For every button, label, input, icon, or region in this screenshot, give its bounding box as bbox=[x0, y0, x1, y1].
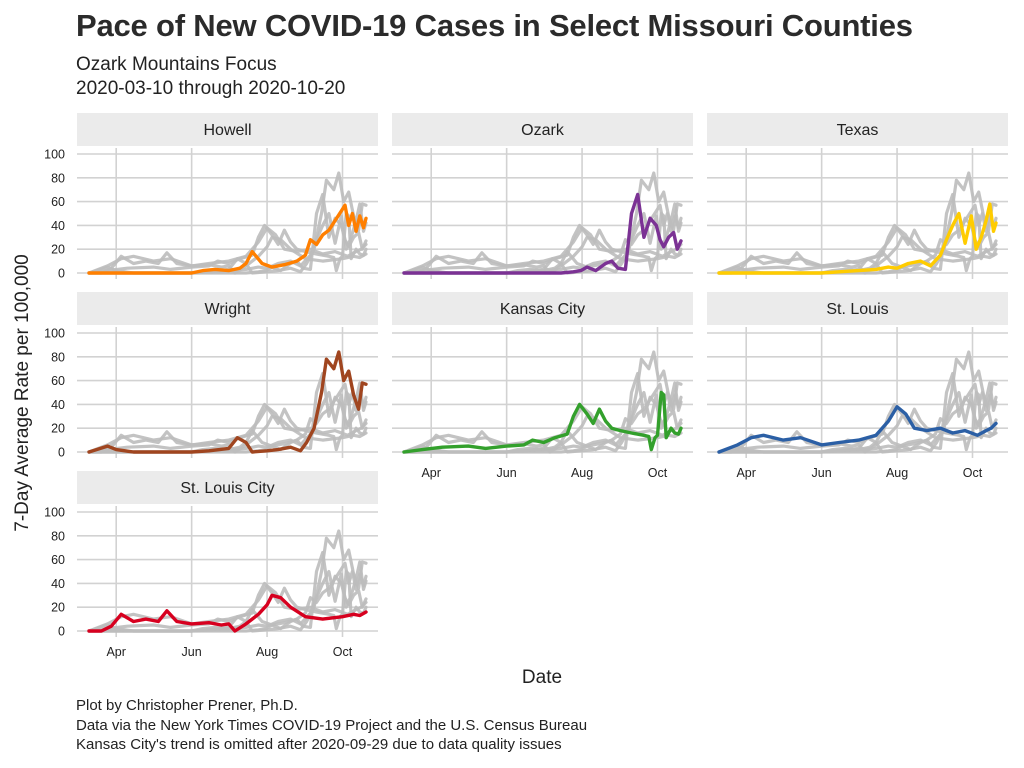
background-line-st-louis bbox=[402, 226, 683, 275]
panel-ozark: Ozark bbox=[392, 113, 693, 279]
panel-wright: Wright 0 20 40 60 80 100 bbox=[44, 292, 378, 460]
caption-note: Kansas City's trend is omitted after 202… bbox=[76, 736, 562, 753]
y-tick-label: 80 bbox=[51, 350, 65, 364]
background-line-howell bbox=[717, 382, 998, 454]
series-line-howell bbox=[87, 203, 368, 275]
background-line-st-louis bbox=[717, 226, 998, 275]
series-line-ozark bbox=[402, 192, 683, 275]
background-line-st-louis bbox=[87, 226, 368, 275]
facet-strip bbox=[707, 113, 1008, 146]
facet-strip bbox=[707, 292, 1008, 325]
background-line-howell bbox=[87, 561, 368, 633]
x-tick-label: Jun bbox=[497, 466, 517, 480]
background-line-st-louis bbox=[87, 584, 368, 633]
y-tick-label: 100 bbox=[44, 506, 65, 520]
facet-strip-label: Kansas City bbox=[500, 301, 585, 318]
facet-strip-label: St. Louis City bbox=[180, 480, 274, 497]
x-tick-label: Oct bbox=[333, 645, 353, 659]
series-line-st-louis bbox=[717, 405, 998, 454]
y-tick-label: 60 bbox=[51, 553, 65, 567]
y-tick-label: 100 bbox=[44, 148, 65, 162]
series-line-texas bbox=[717, 202, 998, 275]
x-tick-label: Aug bbox=[256, 645, 278, 659]
panel-st-louis: St. Louis Apr Jun Aug Oct bbox=[707, 292, 1008, 480]
x-tick-label: Aug bbox=[886, 466, 908, 480]
facet-strip-label: Texas bbox=[837, 122, 879, 139]
panel-howell: Howell 0 20 40 60 80 100 bbox=[44, 113, 378, 281]
background-line-st-louis-city bbox=[87, 414, 368, 454]
background-line-st-louis bbox=[87, 405, 368, 454]
facet-strip bbox=[77, 471, 378, 504]
y-tick-label: 40 bbox=[51, 577, 65, 591]
series-line-wright bbox=[87, 350, 368, 454]
x-tick-label: Apr bbox=[421, 466, 440, 480]
facet-strip-label: Howell bbox=[203, 122, 251, 139]
background-line-wright bbox=[402, 350, 683, 454]
x-tick-label: Jun bbox=[812, 466, 832, 480]
facet-strip-label: St. Louis bbox=[826, 301, 888, 318]
background-line-howell bbox=[87, 382, 368, 454]
background-line-wright bbox=[717, 350, 998, 454]
facet-strip bbox=[77, 113, 378, 146]
x-tick-label: Apr bbox=[736, 466, 755, 480]
chart-subtitle-line-1: Ozark Mountains Focus bbox=[76, 54, 277, 75]
panel-st-louis-city: St. Louis City 0 20 40 60 80 100 Apr Jun Aug Oct bbox=[44, 471, 378, 659]
chart-subtitle-line-2: 2020-03-10 through 2020-10-20 bbox=[76, 78, 346, 99]
faceted-line-chart: 7-Day Average Rate per 100,000 Date Howe… bbox=[12, 113, 1008, 688]
x-axis-title: Date bbox=[522, 667, 562, 688]
background-line-st-louis-city bbox=[402, 235, 683, 275]
facet-strip bbox=[392, 113, 693, 146]
y-tick-label: 0 bbox=[58, 625, 65, 639]
background-line-st-louis-city bbox=[402, 414, 683, 454]
background-line-wright bbox=[87, 529, 368, 633]
y-tick-label: 20 bbox=[51, 243, 65, 257]
x-tick-label: Oct bbox=[963, 466, 983, 480]
series-line-st-louis-city bbox=[87, 593, 368, 633]
y-tick-label: 100 bbox=[44, 327, 65, 341]
y-tick-label: 40 bbox=[51, 219, 65, 233]
facet-strip-label: Ozark bbox=[521, 122, 565, 139]
caption-author: Plot by Christopher Prener, Ph.D. bbox=[76, 697, 298, 714]
caption-source: Data via the New York Times COVID-19 Pro… bbox=[76, 717, 588, 734]
background-line-howell bbox=[717, 203, 998, 275]
y-axis-title: 7-Day Average Rate per 100,000 bbox=[12, 254, 33, 531]
y-tick-label: 0 bbox=[58, 446, 65, 460]
y-tick-label: 40 bbox=[51, 398, 65, 412]
x-tick-label: Jun bbox=[182, 645, 202, 659]
y-tick-label: 80 bbox=[51, 529, 65, 543]
y-tick-label: 20 bbox=[51, 601, 65, 615]
y-tick-label: 60 bbox=[51, 374, 65, 388]
background-line-howell bbox=[402, 203, 683, 275]
facet-strip bbox=[77, 292, 378, 325]
background-line-st-louis-city bbox=[717, 414, 998, 454]
x-tick-label: Aug bbox=[571, 466, 593, 480]
x-tick-label: Oct bbox=[648, 466, 668, 480]
series-line-kansas-city bbox=[402, 390, 683, 454]
y-tick-label: 80 bbox=[51, 171, 65, 185]
y-tick-label: 0 bbox=[58, 267, 65, 281]
panel-texas: Texas bbox=[707, 113, 1008, 279]
y-tick-label: 20 bbox=[51, 422, 65, 436]
x-tick-label: Apr bbox=[106, 645, 125, 659]
panel-kansas-city: Kansas City Apr Jun Aug Oct bbox=[392, 292, 693, 480]
facet-strip-label: Wright bbox=[205, 301, 251, 318]
y-tick-label: 60 bbox=[51, 195, 65, 209]
chart-title: Pace of New COVID-19 Cases in Select Mis… bbox=[76, 8, 913, 43]
facet-strip bbox=[392, 292, 693, 325]
